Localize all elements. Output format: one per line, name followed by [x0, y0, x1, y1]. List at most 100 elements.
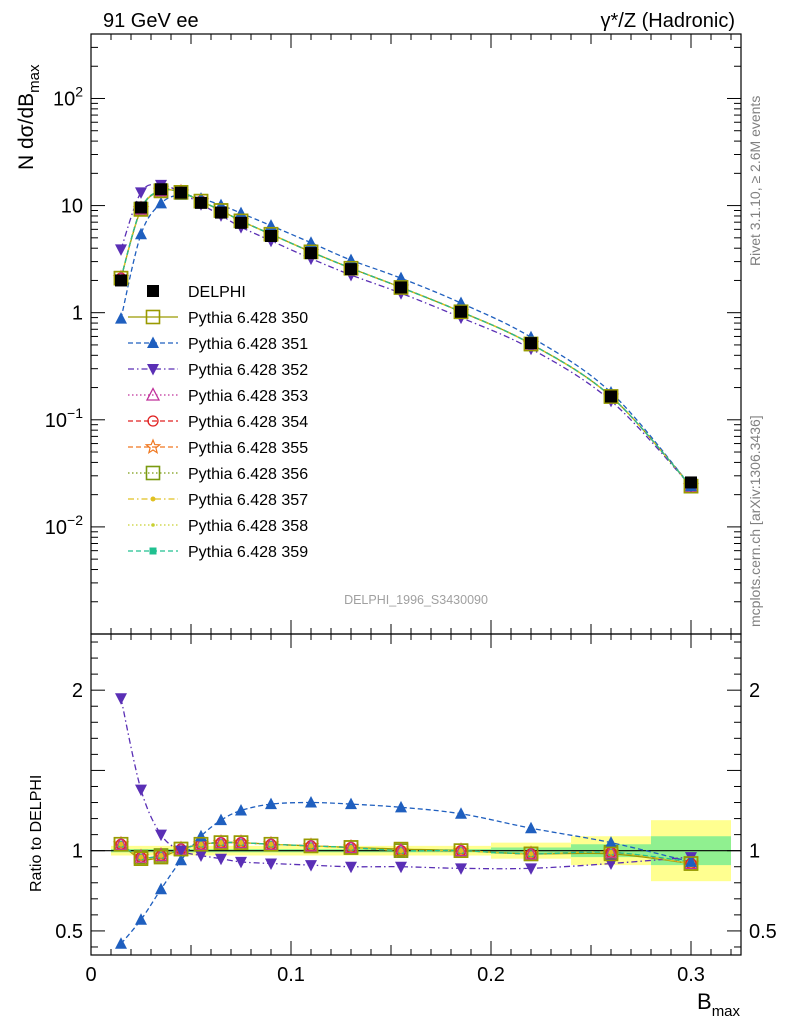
legend-marker-0	[147, 285, 159, 297]
main-point-data	[135, 201, 147, 214]
ratio-point-s0	[303, 838, 319, 854]
ratio-point-s0	[153, 849, 169, 865]
ratio-point-s1	[175, 853, 187, 866]
ratio-point-s0	[523, 846, 539, 862]
ratio-point-s2	[345, 861, 357, 874]
header-left-label: 91 GeV ee	[103, 10, 199, 32]
ratio-point-s1	[395, 800, 407, 813]
legend-marker-1	[145, 309, 161, 325]
main-point-data	[685, 476, 697, 489]
main-point-s1	[453, 304, 469, 320]
legend-marker-8	[150, 496, 156, 502]
mcplots-label: mcplots.cern.ch [arXiv:1306.3436]	[747, 415, 763, 627]
main-point-s2	[235, 206, 247, 219]
main-y-tick-label: 10−2	[45, 512, 83, 539]
main-point-data	[175, 186, 187, 199]
main-point-s3	[135, 187, 147, 199]
legend-label-10: Pythia 6.428 359	[188, 544, 308, 561]
ratio-point-s7	[118, 841, 124, 847]
ratio-point-s1	[455, 807, 467, 819]
legend-label-7: Pythia 6.428 356	[188, 466, 308, 483]
ratio-point-s0	[173, 841, 189, 857]
ratio-point-s3	[153, 847, 169, 862]
main-point-data	[525, 337, 537, 350]
x-tick-label: 0.1	[277, 964, 305, 986]
ratio-point-s7	[218, 840, 224, 846]
legend-label-9: Pythia 6.428 358	[188, 518, 308, 535]
x-axis-label-text: B	[697, 989, 712, 1014]
ratio-point-s1	[155, 882, 167, 895]
ratio-point-s2	[175, 845, 187, 858]
main-point-s2	[265, 219, 277, 231]
main-point-data	[115, 274, 127, 287]
plot-frames	[90, 33, 742, 956]
legend-marker-2	[147, 336, 159, 348]
ratio-point-s0	[233, 835, 249, 850]
ratio-point-s7	[158, 852, 164, 858]
ratio-point-s1	[265, 797, 277, 810]
ratio-y-tick-label: 2	[72, 680, 83, 702]
ratio-y-tick-label: 1	[72, 841, 83, 863]
main-y-axis-label: N dσ/dBmax	[15, 64, 43, 170]
ratio-point-s7	[398, 848, 404, 854]
ratio-point-s3	[453, 842, 469, 857]
legend: DELPHI Pythia 6.428 350 Pythia 6.428 351 Py…	[128, 284, 308, 561]
ratio-point-s2	[235, 856, 247, 869]
ratio-point-s3	[523, 845, 539, 860]
legend-label-6: Pythia 6.428 355	[188, 440, 308, 457]
ratio-series-line-1	[120, 801, 692, 945]
ratio-point-s2	[605, 858, 617, 871]
ratio-point-s0	[213, 835, 229, 850]
main-point-data	[395, 281, 407, 294]
ratio-point-s0	[393, 841, 409, 857]
ratio-point-s2	[195, 850, 207, 862]
ratio-point-s7	[198, 841, 204, 847]
legend-marker-3	[147, 364, 159, 376]
main-y-tick-label: 102	[53, 83, 83, 110]
series-markers	[112, 179, 700, 949]
ratio-y-axis-label: Ratio to DELPHI	[28, 775, 45, 892]
ratio-point-s3	[113, 836, 129, 850]
ratio-point-s0	[113, 836, 129, 852]
main-point-s2	[155, 196, 167, 209]
legend-marker-4	[145, 387, 161, 401]
main-point-data	[455, 305, 467, 318]
ratio-point-s2	[115, 693, 127, 705]
legend-label-0: DELPHI	[188, 284, 246, 301]
legend-marker-10	[149, 547, 157, 555]
ratio-y-tick-label-right: 0.5	[749, 921, 777, 943]
ratio-point-s2	[155, 829, 167, 842]
x-tick-label: 0.2	[477, 964, 505, 986]
analysis-id-label: DELPHI_1996_S3430090	[344, 593, 488, 607]
ratio-point-s1	[305, 796, 317, 808]
main-point-s2	[115, 312, 127, 324]
main-point-data	[195, 196, 207, 209]
main-point-data	[305, 247, 317, 260]
ratio-point-s1	[605, 836, 617, 848]
ratio-point-s0	[263, 836, 279, 852]
ratio-point-s1	[345, 797, 357, 810]
ratio-point-s7	[608, 849, 614, 855]
ratio-point-s3	[233, 834, 249, 849]
x-tick-label: 0	[85, 964, 96, 986]
ratio-point-s7	[528, 851, 534, 857]
main-series-line-2	[120, 194, 692, 487]
legend-marker-5	[147, 415, 159, 427]
ratio-point-s0	[343, 840, 359, 855]
main-point-data	[215, 206, 227, 219]
ratio-point-s1	[685, 855, 697, 867]
header-right-label: γ*/Z (Hadronic)	[601, 10, 735, 32]
ratio-point-s3	[133, 849, 149, 863]
ratio-point-s7	[308, 843, 314, 849]
ratio-point-s1	[525, 821, 537, 834]
ratio-point-s0	[453, 843, 469, 858]
ratio-point-s7	[268, 841, 274, 847]
rivet-label: Rivet 3.1.10, ≥ 2.6M events	[747, 96, 763, 266]
main-point-data	[235, 216, 247, 229]
main-point-data	[155, 183, 167, 196]
main-y-tick-label: 1	[72, 303, 83, 325]
ratio-point-s2	[395, 861, 407, 874]
ratio-point-s1	[215, 813, 227, 826]
ratio-point-s3	[213, 834, 229, 849]
